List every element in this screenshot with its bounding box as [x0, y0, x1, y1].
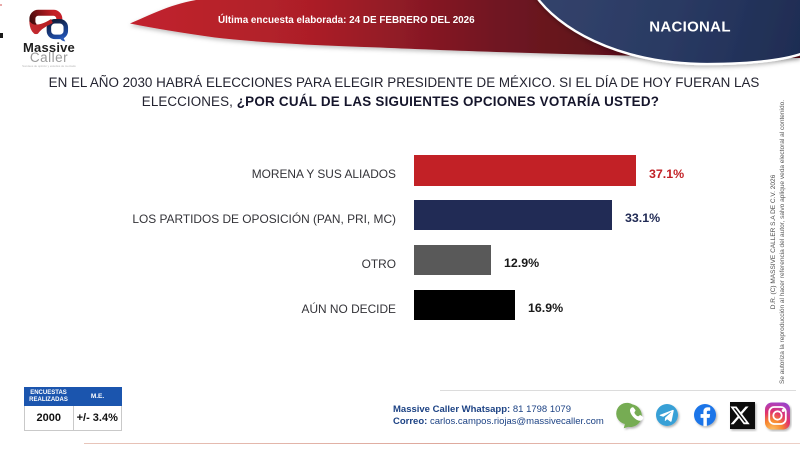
svg-text:Última encuesta elaborada: 24: Última encuesta elaborada: 24 DE FEBRERO… — [218, 14, 475, 26]
svg-text:NACIONAL: NACIONAL — [649, 19, 731, 36]
